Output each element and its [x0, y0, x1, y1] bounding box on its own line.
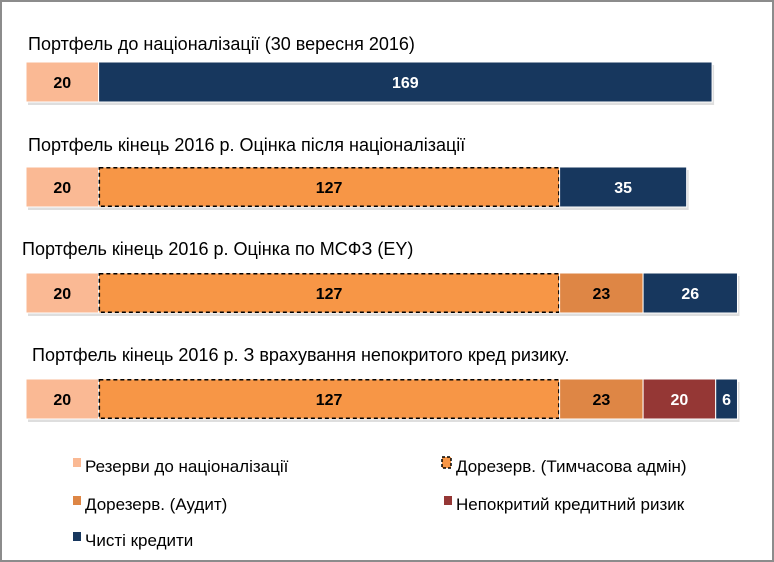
- bar-segment: [98, 166, 561, 208]
- legend-label: Дорезерв. (Аудит): [85, 495, 227, 514]
- data-label: 169: [392, 75, 419, 92]
- bar-title: Портфель до націоналізації (30 вересня 2…: [28, 34, 415, 54]
- data-label: 127: [316, 286, 343, 303]
- data-label: 20: [53, 180, 71, 197]
- legend-swatch: [73, 496, 81, 505]
- data-label: 23: [592, 286, 610, 303]
- data-label: 23: [592, 392, 610, 409]
- legend-label: Непокритий кредитний ризик: [456, 495, 685, 514]
- data-label: 20: [53, 392, 71, 409]
- data-label: 127: [316, 392, 343, 409]
- legend-swatch: [73, 458, 81, 467]
- bar-segment: [98, 272, 561, 314]
- bar-segment: [642, 272, 738, 314]
- bar-segment: [642, 378, 717, 420]
- bar-segment: [559, 378, 644, 420]
- bar-segment: [98, 61, 713, 103]
- data-label: 127: [316, 180, 343, 197]
- bar-segment: [559, 166, 688, 208]
- legend-label: Чисті кредити: [85, 531, 193, 550]
- bar-segment: [715, 378, 738, 420]
- legend-swatch: [441, 456, 452, 469]
- bar-title: Портфель кінець 2016 р. Оцінка по МСФЗ (…: [22, 239, 413, 259]
- legend-label: Дорезерв. (Тимчасова адмін): [456, 457, 687, 476]
- bar-title: Портфель кінець 2016 р. Оцінка після нац…: [28, 135, 465, 155]
- bar-title: Портфель кінець 2016 р. З врахування неп…: [32, 345, 569, 365]
- bar-segment: [25, 166, 100, 208]
- data-label: 20: [53, 75, 71, 92]
- bar-segment: [559, 272, 644, 314]
- legend-swatch: [73, 532, 81, 541]
- bar-segment-dashed-border: [98, 379, 560, 419]
- data-label: 35: [614, 180, 632, 197]
- data-label: 6: [722, 392, 731, 409]
- legend-label: Резерви до націоналізації: [85, 457, 289, 476]
- data-label: 20: [671, 392, 689, 409]
- data-label: 26: [681, 286, 699, 303]
- bar-segment: [25, 61, 100, 103]
- data-label: 20: [53, 286, 71, 303]
- legend-swatch: [444, 496, 452, 505]
- bar-segment: [25, 272, 100, 314]
- bar-segment-dashed-border: [98, 273, 560, 313]
- bar-segment-dashed-border: [98, 167, 560, 207]
